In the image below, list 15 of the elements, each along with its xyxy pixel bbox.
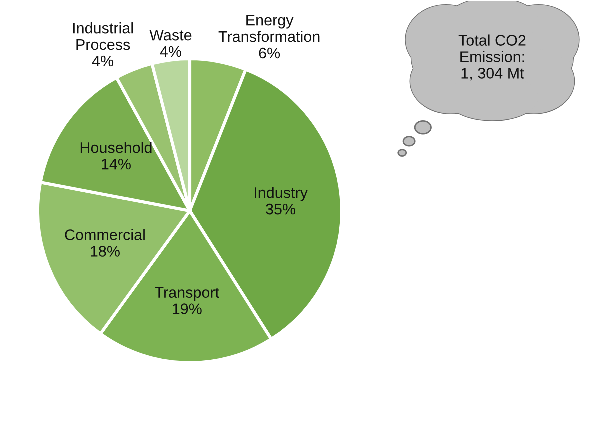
data-label: 14% bbox=[102, 158, 131, 170]
slice-label: Transport bbox=[155, 287, 220, 302]
slice-label: Energy Transformation bbox=[218, 15, 320, 42]
slice-label: Industry bbox=[255, 187, 308, 202]
data-label: 6% bbox=[259, 48, 280, 59]
data-label: 18% bbox=[91, 246, 120, 257]
slice-label: Household bbox=[80, 142, 152, 154]
text: Total CO2 Emission: 1, 304 Mt bbox=[458, 34, 526, 81]
data-label: 35% bbox=[266, 204, 296, 215]
data-label: 19% bbox=[173, 304, 202, 314]
slice-label: Industrial Process bbox=[73, 22, 134, 50]
slice-label: Commercial bbox=[65, 229, 145, 240]
data-label: 4% bbox=[160, 46, 182, 58]
data-label: 4% bbox=[92, 56, 114, 67]
slice-label: Waste bbox=[150, 30, 192, 41]
